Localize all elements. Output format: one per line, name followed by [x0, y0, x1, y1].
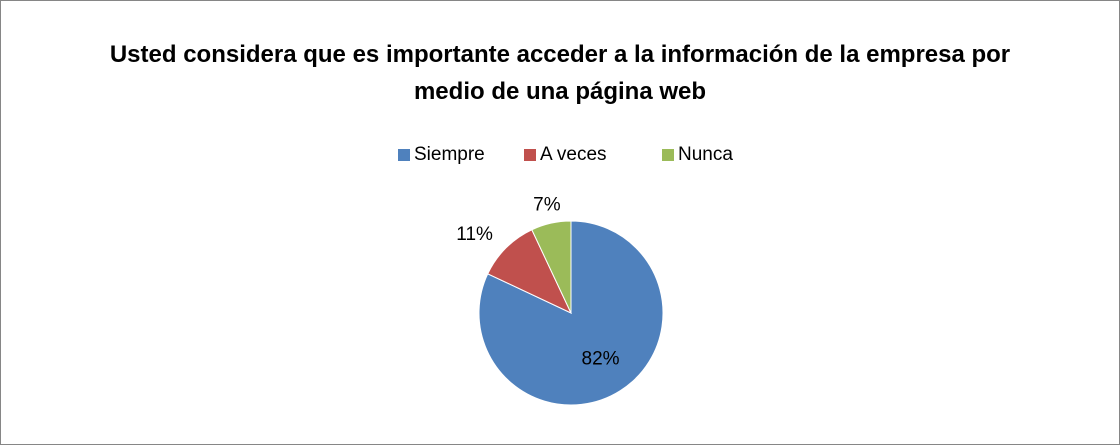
data-label: 82%	[582, 349, 620, 370]
data-label: 7%	[533, 194, 561, 215]
legend-swatch	[662, 149, 674, 161]
legend-swatch	[398, 149, 410, 161]
chart-title: Usted considera que es importante accede…	[109, 41, 1011, 105]
pie-slice	[478, 220, 664, 406]
legend-swatch	[524, 149, 536, 161]
legend-label: Nunca	[678, 144, 733, 165]
legend-label: Siempre	[414, 144, 485, 165]
legend-label: A veces	[540, 144, 607, 165]
pie-slice	[531, 220, 572, 314]
data-label: 11%	[456, 224, 493, 245]
